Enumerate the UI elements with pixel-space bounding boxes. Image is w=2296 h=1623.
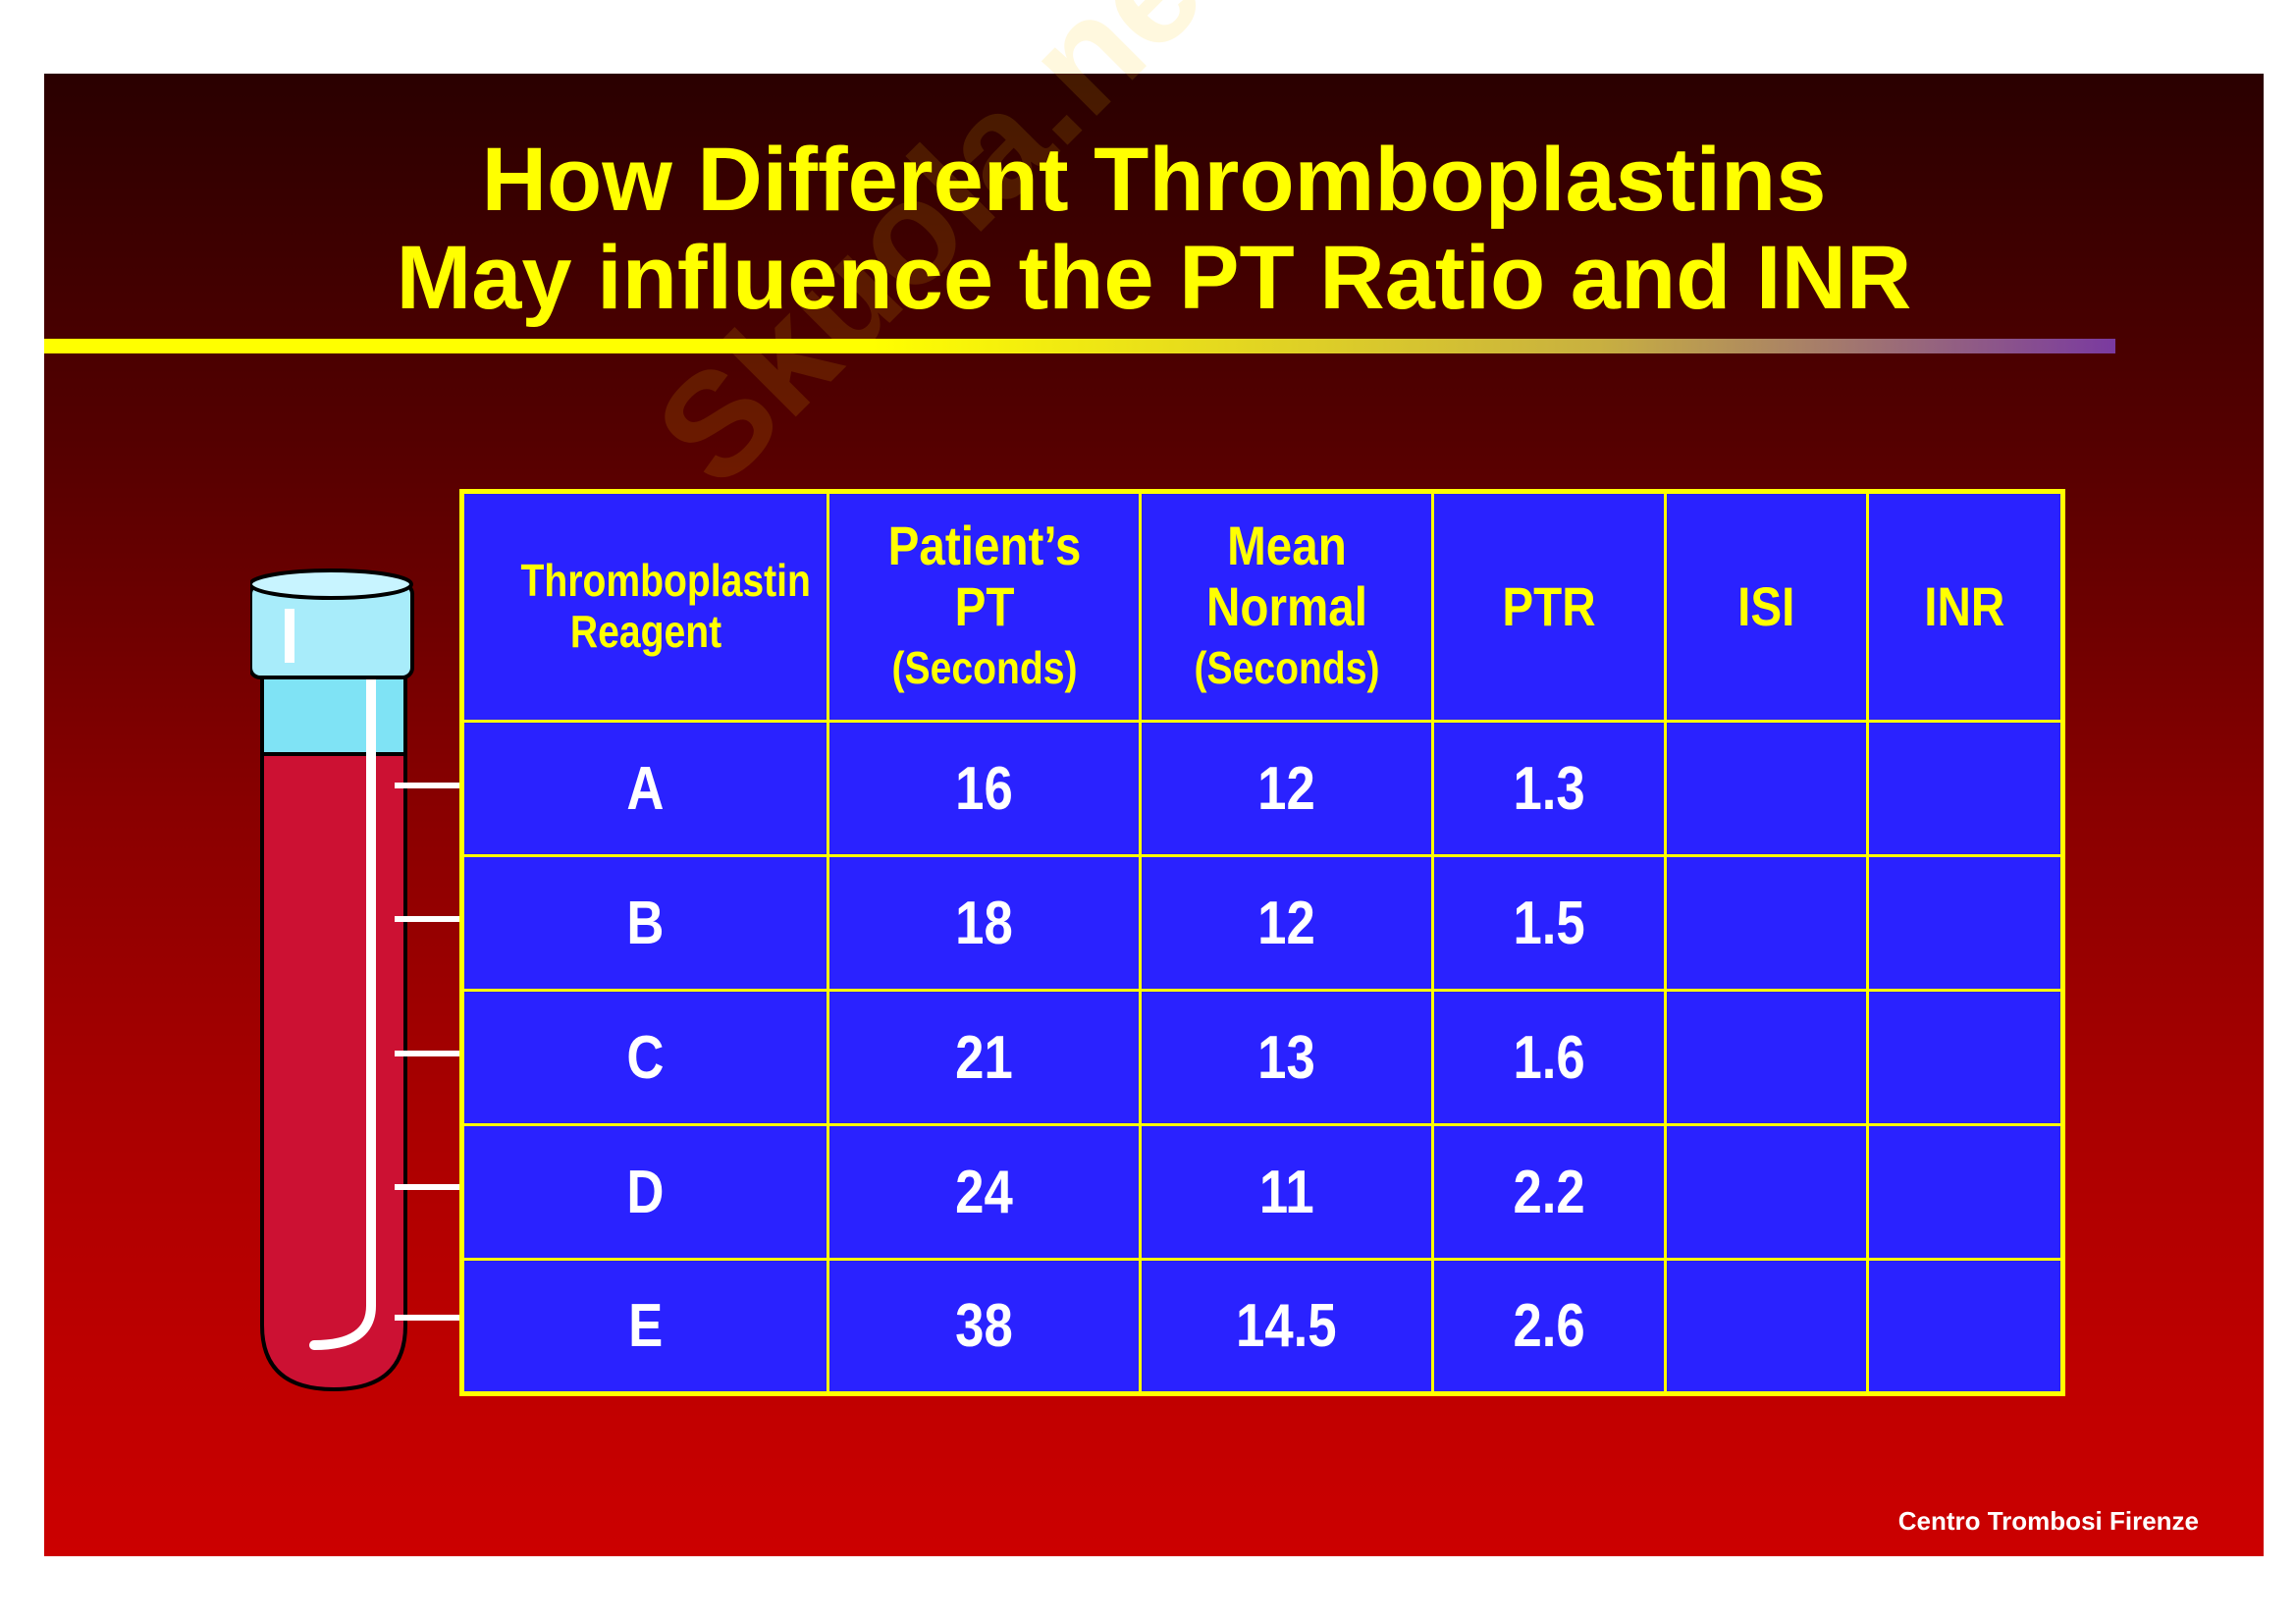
cell-inr [1866,1258,2064,1395]
header-isi: ISI [1664,490,1869,723]
cell-pt: 18 [827,854,1142,992]
title-line-1: How Different Thromboplastins [481,130,1827,230]
cell-mean: 12 [1139,720,1434,857]
cell-inr [1866,989,2064,1126]
table-row: D 24 11 2.2 [460,1123,2064,1261]
cell-isi [1664,1258,1869,1395]
cell-reagent: E [460,1258,829,1395]
cell-pt: 21 [827,989,1142,1126]
cell-mean: 14.5 [1139,1258,1434,1395]
cell-ptr: 2.6 [1431,1258,1667,1395]
thromboplastin-table: Thromboplastin Reagent Patient’s PT (Seco… [459,489,2065,1396]
cell-inr [1866,854,2064,992]
cell-isi [1664,1123,1869,1261]
cell-reagent: C [460,989,829,1126]
cell-ptr: 1.3 [1431,720,1667,857]
cell-pt: 24 [827,1123,1142,1261]
header-patient-pt: Patient’s PT (Seconds) [827,490,1142,723]
title-line-2: May influence the PT Ratio and INR [396,228,1912,328]
title-divider [44,339,2115,353]
cell-reagent: D [460,1123,829,1261]
table-row: C 21 13 1.6 [460,989,2064,1126]
header-mean-normal: Mean Normal (Seconds) [1139,490,1434,723]
cell-ptr: 2.2 [1431,1123,1667,1261]
header-ptr: PTR [1431,490,1667,723]
cell-reagent: A [460,720,829,857]
cell-isi [1664,720,1869,857]
table-row: B 18 12 1.5 [460,854,2064,992]
footer-credit: Centro Trombosi Firenze [1897,1506,2199,1536]
cell-mean: 13 [1139,989,1434,1126]
cell-ptr: 1.5 [1431,854,1667,992]
cell-ptr: 1.6 [1431,989,1667,1126]
cell-pt: 38 [827,1258,1142,1395]
table-header-row: Thromboplastin Reagent Patient’s PT (Seco… [460,490,2064,723]
slide: Skuola.net How Different Thromboplastins… [44,0,2264,1556]
cell-isi [1664,854,1869,992]
test-tube-icon [250,568,414,1392]
cell-mean: 11 [1139,1123,1434,1261]
cell-reagent: B [460,854,829,992]
cell-inr [1866,1123,2064,1261]
cell-inr [1866,720,2064,857]
table-row: A 16 12 1.3 [460,720,2064,857]
table-row: E 38 14.5 2.6 [460,1258,2064,1395]
cell-pt: 16 [827,720,1142,857]
header-inr: INR [1866,490,2064,723]
cell-mean: 12 [1139,854,1434,992]
cell-isi [1664,989,1869,1126]
header-reagent: Thromboplastin Reagent [460,490,829,723]
